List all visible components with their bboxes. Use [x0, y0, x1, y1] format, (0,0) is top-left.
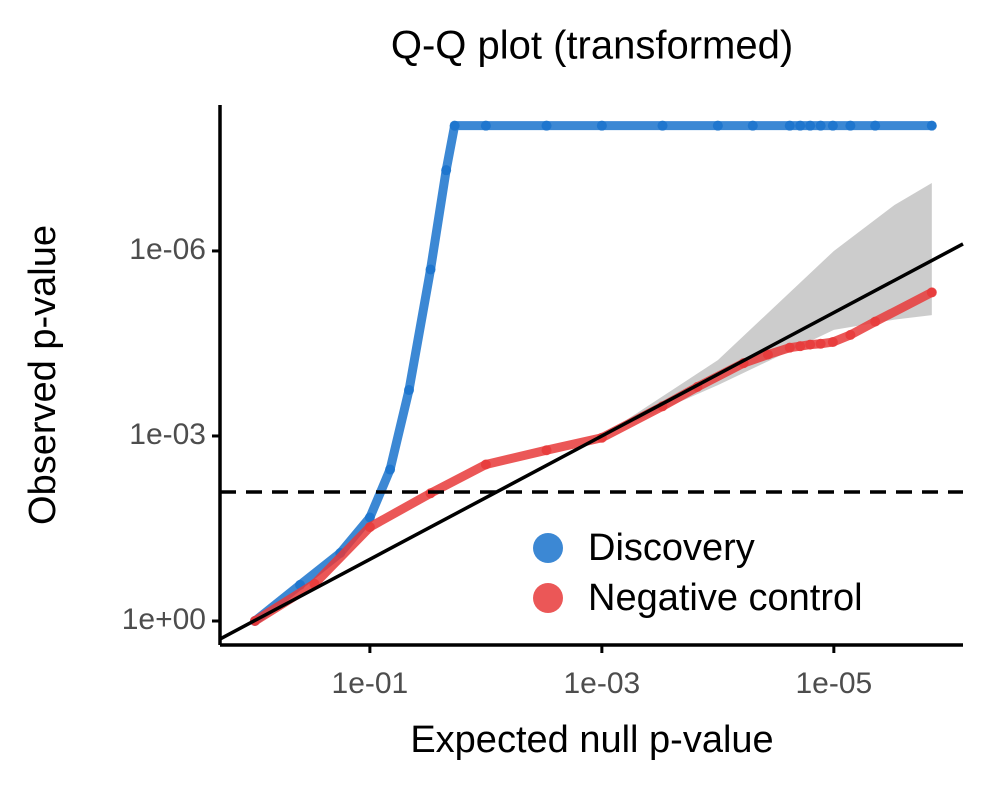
point [441, 165, 452, 176]
point [712, 120, 723, 131]
reference-line [220, 242, 964, 641]
point [449, 120, 460, 131]
y-axis-label: Observed p-value [22, 225, 64, 525]
point [784, 120, 795, 131]
x-axis-label: Expected null p-value [410, 719, 773, 761]
point [480, 120, 491, 131]
point [827, 337, 838, 348]
legend-label: Negative control [588, 577, 863, 619]
x-tick-label: 1e-03 [563, 667, 640, 700]
point [385, 464, 396, 475]
point [926, 287, 937, 298]
point [815, 120, 826, 131]
y-tick-label: 1e-03 [129, 418, 206, 451]
point [762, 349, 773, 360]
chart-title: Q-Q plot (transformed) [391, 24, 793, 68]
y-tick-label: 1e+00 [122, 603, 206, 636]
point [425, 264, 436, 275]
point [805, 339, 816, 350]
y-tick-label: 1e-06 [129, 233, 206, 266]
point [404, 385, 415, 396]
confidence-band [601, 182, 932, 436]
point [480, 459, 491, 470]
point [541, 445, 552, 456]
point [596, 120, 607, 131]
point [795, 341, 806, 352]
point [815, 338, 826, 349]
point [805, 120, 816, 131]
legend-marker [533, 533, 563, 563]
point [870, 120, 881, 131]
point [845, 120, 856, 131]
x-tick-label: 1e-01 [332, 667, 409, 700]
point [827, 120, 838, 131]
point [364, 512, 375, 523]
point [747, 120, 758, 131]
point [845, 329, 856, 340]
point [364, 522, 375, 533]
point [795, 120, 806, 131]
point [870, 316, 881, 327]
point [784, 342, 795, 353]
point [657, 120, 668, 131]
legend-label: Discovery [588, 527, 755, 569]
x-tick-label: 1e-05 [795, 667, 872, 700]
legend-marker [533, 583, 563, 613]
point [926, 120, 937, 131]
point [541, 120, 552, 131]
